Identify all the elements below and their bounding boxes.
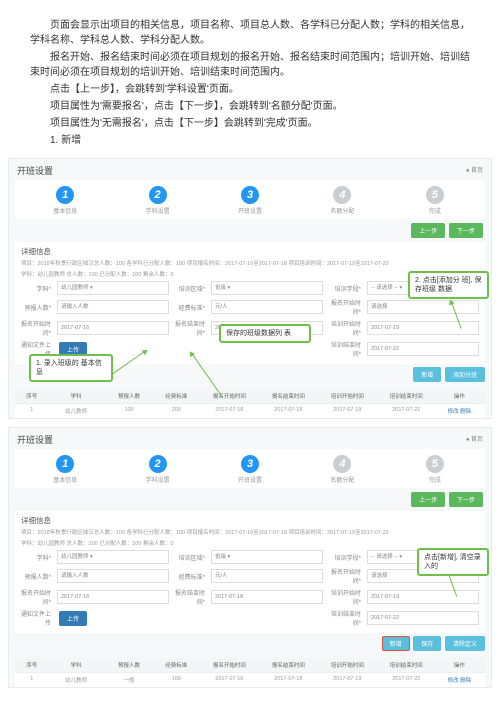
step-5: 5 [426,186,444,204]
step-bar: 1基本信息 2学科设置 3开班设置 4名额分配 5完成 [15,180,485,219]
row-actions[interactable]: 修改 删除 [436,407,483,415]
panel1-title: 开班设置 [17,166,53,176]
prev-button[interactable]: 上一步 [411,223,445,238]
add-button[interactable]: 新增 [413,367,441,382]
callout-1: 1. 录入班级的 基本信息 [29,354,113,382]
table-row: 1幼儿教师1002002017-07-162017-07-182017-07-1… [15,403,485,418]
step-1: 1 [56,186,74,204]
callout-2: 保存的班级数据列 表 [219,324,311,343]
step-4: 4 [333,186,351,204]
area-select[interactable]: 省级 ▾ [211,281,323,295]
count-input[interactable]: 请输入人数 [57,300,169,314]
trainorg-input[interactable]: 请选择 [367,300,479,314]
callout-3: 2. 点击[添加分 班], 保存班级 数据 [408,271,489,299]
para-2: 报名开始、报名结束时间必须在项目规划的报名开始、报名结束时间范围内；培训开始、培… [30,50,470,80]
para-1: 页面会显示出项目的相关信息，项目名称、项目总人数、各学科已分配人数；学科的相关信… [30,18,470,48]
step-3: 3 [241,186,259,204]
list-item-1: 1. 新增 [30,133,470,148]
add-split-button[interactable]: 添加分班 [445,367,485,382]
panel2-title: 开班设置 [17,435,53,445]
panel-2: 开班设置 ♠ 首页 1基本信息 2学科设置 3开班设置 4名额分配 5完成 上一… [8,427,492,688]
step-2: 2 [149,186,167,204]
detail-title: 详细信息 [21,246,479,257]
add-button-2[interactable]: 新增 [382,636,410,651]
home-link[interactable]: ♠ 首页 [466,165,483,174]
train-start-input[interactable]: 2017-07-19 [367,321,479,335]
saved-table: 序号学科预报人数经费标准报名开始时间报名结束时间培训开始时间培训结束时间操作 1… [15,389,485,418]
sign-start-input[interactable]: 2017-07-16 [57,321,169,335]
para-5: 项目属性为'无需报名'，点击【下一步】会跳转到'完成'页面。 [30,116,470,131]
para-3: 点击【上一步】，会跳转到'学科设置'页面。 [30,82,470,97]
save-button[interactable]: 保存 [413,636,441,651]
fee-input[interactable]: 元/人 [211,300,323,314]
meta-line-1: 项目：2018年秋季行政区域汉总人数：100 各学科已分配人数：100 项目报名… [21,259,479,267]
next-button-2[interactable]: 下一步 [449,492,483,507]
para-4: 项目属性为'需要报名'，点击【下一步】，会跳转到'名额分配'页面。 [30,99,470,114]
undef-button[interactable]: 清除定义 [445,636,485,651]
subject-select[interactable]: 幼儿园教师 ▾ [57,281,169,295]
train-end-input[interactable]: 2017-07-22 [367,342,479,356]
callout-4: 点击[新增], 清空录入的 [417,548,489,576]
prev-button-2[interactable]: 上一步 [411,492,445,507]
panel-1: 开班设置 ♠ 首页 1基本信息 2学科设置 3开班设置 4名额分配 5完成 上一… [8,158,492,419]
instruction-text: 页面会显示出项目的相关信息，项目名称、项目总人数、各学科已分配人数；学科的相关信… [0,0,500,154]
next-button[interactable]: 下一步 [449,223,483,238]
home-link-2[interactable]: ♠ 首页 [466,434,483,443]
